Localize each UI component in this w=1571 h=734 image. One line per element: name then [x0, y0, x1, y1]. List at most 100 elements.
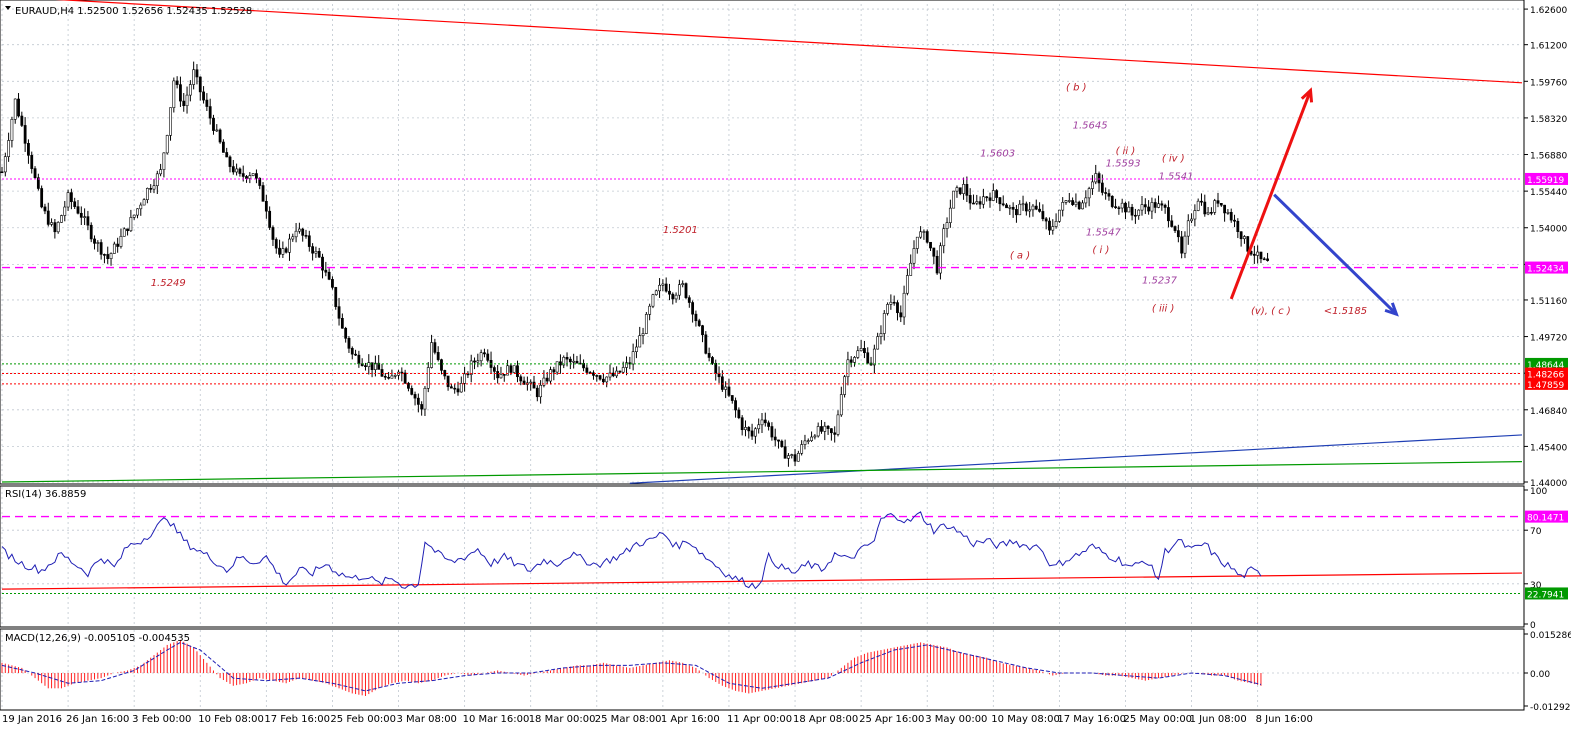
candle-body: [592, 372, 595, 376]
candle-body: [1001, 203, 1005, 206]
candle-body: [532, 381, 536, 389]
candle-body: [1262, 258, 1266, 261]
candle-body: [968, 195, 972, 204]
candle-body: [1243, 236, 1246, 240]
candle-body: [611, 372, 615, 377]
candle-body: [469, 360, 473, 375]
candle-body: [1130, 206, 1134, 216]
candle-body: [205, 99, 209, 107]
candle-body: [1024, 203, 1028, 212]
level-price-label: 22.7941: [1527, 590, 1564, 600]
candle-body: [152, 185, 156, 190]
candle-body: [810, 436, 813, 441]
candle-body: [535, 387, 539, 398]
wave-annotation: ( ii ): [1116, 146, 1136, 157]
candle-body: [988, 197, 992, 201]
candle-body: [430, 342, 433, 368]
candle-body: [1061, 202, 1065, 211]
wave-annotation: 1.5249: [151, 278, 186, 289]
candle-body: [929, 241, 932, 249]
candle-body: [423, 387, 427, 410]
candle-body: [473, 360, 476, 363]
candle-body: [529, 381, 533, 384]
candle-body: [730, 395, 734, 401]
candle-body: [826, 425, 830, 429]
candle-body: [651, 294, 655, 307]
candle-body: [787, 455, 790, 459]
candle-body: [7, 140, 11, 157]
candle-body: [73, 201, 77, 207]
candle-body: [354, 353, 357, 356]
level-price-label: 1.47859: [1527, 381, 1564, 391]
candle-body: [545, 377, 549, 382]
candle-body: [539, 384, 543, 398]
candle-body: [83, 216, 87, 218]
candle-body: [169, 107, 172, 136]
candle-body: [552, 369, 556, 373]
candle-body: [53, 222, 57, 233]
candle-body: [188, 84, 192, 96]
candle-body: [783, 446, 787, 459]
candle-body: [459, 383, 463, 393]
candle-body: [1150, 202, 1154, 212]
candle-body: [839, 394, 843, 416]
candle-body: [740, 417, 744, 431]
x-tick-label: 1 Apr 16:00: [661, 714, 720, 725]
candle-body: [1143, 204, 1147, 208]
wave-annotation: ( iii ): [1152, 304, 1175, 315]
candle-body: [1031, 205, 1035, 211]
candle-body: [297, 228, 301, 232]
candle-body: [1057, 209, 1061, 222]
wave-annotation: <1.5185: [1324, 306, 1367, 317]
candle-body: [440, 359, 443, 371]
x-tick-label: 25 Mar 08:00: [595, 714, 662, 725]
candle-body: [1246, 236, 1250, 252]
candle-body: [641, 333, 645, 336]
y-tick-label: 1.45400: [1530, 443, 1567, 453]
candle-body: [192, 69, 196, 85]
macd-series: [1, 639, 1262, 696]
candle-body: [13, 98, 17, 120]
candle-body: [347, 338, 351, 349]
candle-body: [952, 190, 956, 209]
symbol-ohlc-label: EURAUD,H4 1.52500 1.52656 1.52435 1.5252…: [15, 6, 252, 17]
candle-body: [601, 378, 605, 383]
candle-body: [162, 152, 166, 170]
candle-body: [93, 238, 96, 244]
candle-body: [866, 352, 870, 364]
candle-body: [506, 365, 509, 376]
candle-body: [1226, 212, 1230, 214]
candle-body: [456, 388, 460, 393]
candle-body: [132, 214, 136, 218]
candle-body: [618, 370, 622, 373]
dropdown-triangle-icon[interactable]: [5, 6, 11, 10]
x-tick-label: 3 Feb 00:00: [132, 714, 191, 725]
candle-body: [479, 352, 483, 362]
candle-body: [744, 427, 747, 431]
macd-tick-label: -0.012927: [1530, 703, 1571, 713]
candle-body: [585, 367, 589, 373]
candle-body: [1266, 258, 1269, 261]
candle-body: [380, 369, 384, 377]
candle-body: [393, 374, 397, 377]
candle-body: [1067, 200, 1071, 202]
y-tick-label: 1.54000: [1530, 225, 1567, 235]
macd-tick-label: 0.015286: [1530, 631, 1571, 641]
candle-body: [126, 228, 129, 232]
candle-body: [905, 275, 909, 294]
candle-body: [116, 243, 120, 247]
wave-annotation: 1.5603: [980, 149, 1015, 160]
candle-body: [638, 335, 642, 348]
x-tick-label: 1 Jun 08:00: [1190, 714, 1247, 725]
bearish-arrow-head: [1384, 302, 1399, 317]
level-price-tag: [1525, 367, 1568, 380]
candle-body: [499, 374, 503, 379]
candle-body: [522, 380, 526, 385]
candle-body: [753, 428, 757, 437]
candle-body: [694, 313, 698, 322]
candle-body: [284, 248, 288, 253]
candle-body: [886, 304, 889, 314]
candle-body: [334, 287, 338, 307]
